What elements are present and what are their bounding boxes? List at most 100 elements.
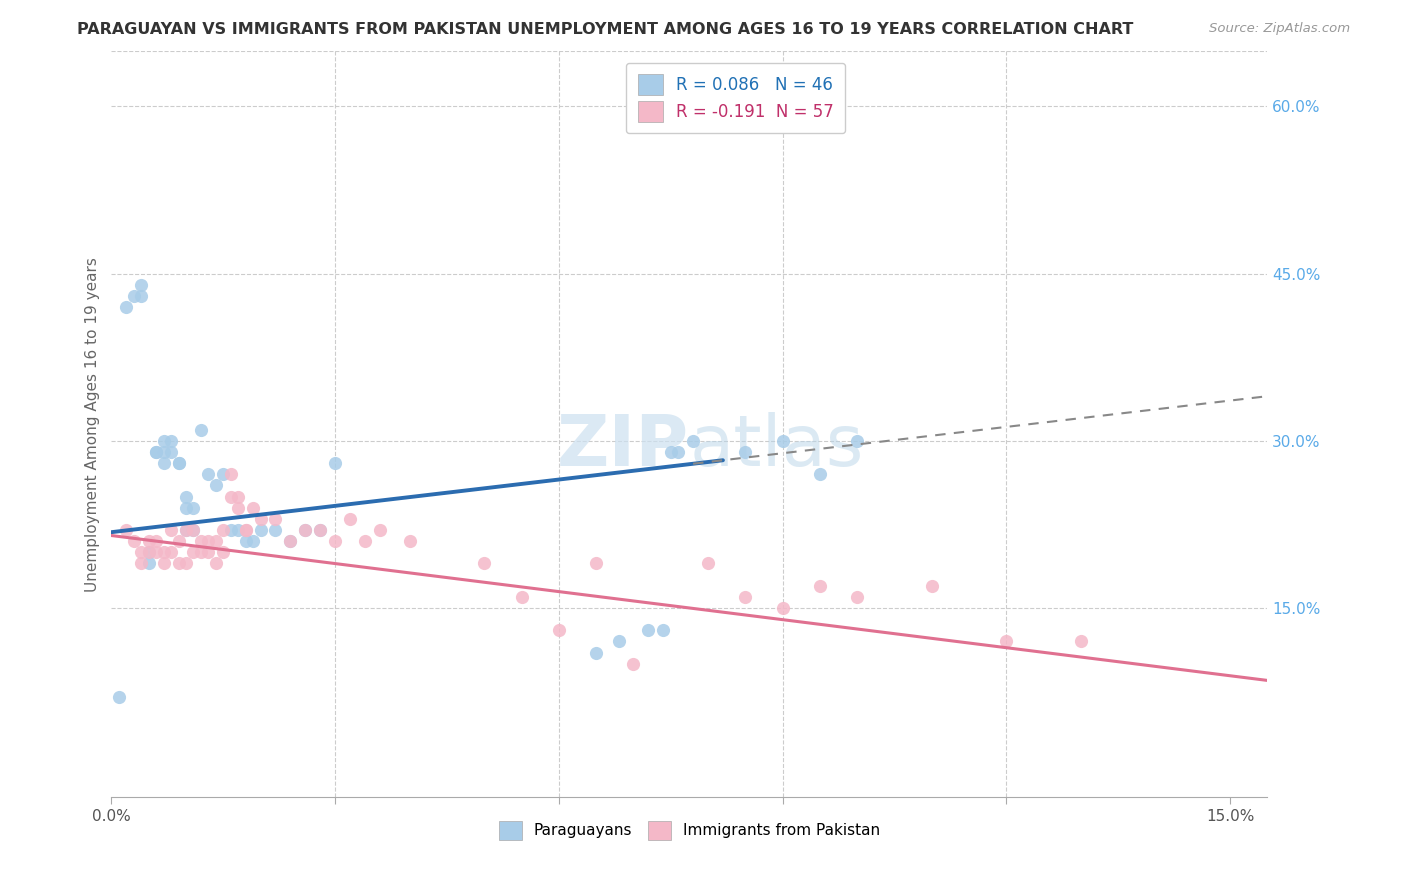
Point	[226, 500, 249, 515]
Text: Source: ZipAtlas.com: Source: ZipAtlas.com	[1209, 22, 1350, 36]
Point	[995, 634, 1018, 648]
Point	[122, 534, 145, 549]
Point	[129, 289, 152, 303]
Y-axis label: Unemployment Among Ages 16 to 19 years: Unemployment Among Ages 16 to 19 years	[86, 257, 100, 591]
Point	[152, 434, 174, 448]
Point	[174, 523, 197, 537]
Point	[197, 545, 219, 559]
Point	[174, 490, 197, 504]
Point	[212, 523, 235, 537]
Point	[167, 557, 190, 571]
Point	[138, 545, 160, 559]
Point	[197, 467, 219, 482]
Point	[235, 523, 257, 537]
Point	[160, 545, 183, 559]
Point	[734, 590, 756, 604]
Point	[204, 478, 226, 492]
Point	[398, 534, 420, 549]
Point	[623, 657, 645, 671]
Point	[145, 545, 167, 559]
Point	[204, 534, 226, 549]
Point	[235, 523, 257, 537]
Text: atlas: atlas	[689, 412, 863, 481]
Point	[152, 545, 174, 559]
Point	[734, 445, 756, 459]
Point	[846, 434, 869, 448]
Point	[652, 624, 675, 638]
Point	[472, 557, 495, 571]
Point	[226, 490, 249, 504]
Point	[585, 557, 607, 571]
Point	[219, 523, 242, 537]
Point	[174, 557, 197, 571]
Point	[167, 456, 190, 470]
Point	[1294, 679, 1316, 693]
Point	[145, 445, 167, 459]
Point	[637, 624, 659, 638]
Point	[212, 545, 235, 559]
Point	[772, 601, 794, 615]
Point	[138, 557, 160, 571]
Point	[264, 523, 287, 537]
Point	[138, 534, 160, 549]
Point	[115, 300, 138, 314]
Point	[219, 490, 242, 504]
Point	[129, 557, 152, 571]
Point	[339, 512, 361, 526]
Point	[138, 545, 160, 559]
Point	[309, 523, 332, 537]
Point	[242, 500, 264, 515]
Point	[323, 534, 346, 549]
Point	[190, 534, 212, 549]
Point	[280, 534, 302, 549]
Point	[183, 500, 205, 515]
Point	[160, 434, 183, 448]
Point	[160, 523, 183, 537]
Text: ZIP: ZIP	[557, 412, 689, 481]
Point	[226, 523, 249, 537]
Point	[235, 534, 257, 549]
Point	[354, 534, 377, 549]
Point	[242, 534, 264, 549]
Point	[510, 590, 533, 604]
Point	[122, 289, 145, 303]
Point	[280, 534, 302, 549]
Point	[219, 467, 242, 482]
Point	[682, 434, 704, 448]
Point	[145, 445, 167, 459]
Point	[167, 456, 190, 470]
Point	[323, 456, 346, 470]
Point	[264, 512, 287, 526]
Point	[585, 646, 607, 660]
Point	[294, 523, 316, 537]
Point	[190, 423, 212, 437]
Point	[808, 579, 831, 593]
Point	[547, 624, 569, 638]
Point	[160, 445, 183, 459]
Point	[772, 434, 794, 448]
Point	[190, 545, 212, 559]
Point	[183, 523, 205, 537]
Point	[212, 467, 235, 482]
Point	[129, 545, 152, 559]
Legend: Paraguayans, Immigrants from Pakistan: Paraguayans, Immigrants from Pakistan	[492, 815, 886, 846]
Point	[666, 445, 689, 459]
Point	[294, 523, 316, 537]
Point	[921, 579, 943, 593]
Point	[309, 523, 332, 537]
Point	[183, 523, 205, 537]
Point	[607, 634, 630, 648]
Point	[204, 557, 226, 571]
Point	[174, 523, 197, 537]
Point	[167, 534, 190, 549]
Point	[115, 523, 138, 537]
Point	[108, 690, 131, 705]
Point	[183, 545, 205, 559]
Point	[846, 590, 869, 604]
Point	[249, 512, 271, 526]
Point	[249, 523, 271, 537]
Point	[152, 456, 174, 470]
Point	[368, 523, 391, 537]
Point	[197, 534, 219, 549]
Point	[145, 534, 167, 549]
